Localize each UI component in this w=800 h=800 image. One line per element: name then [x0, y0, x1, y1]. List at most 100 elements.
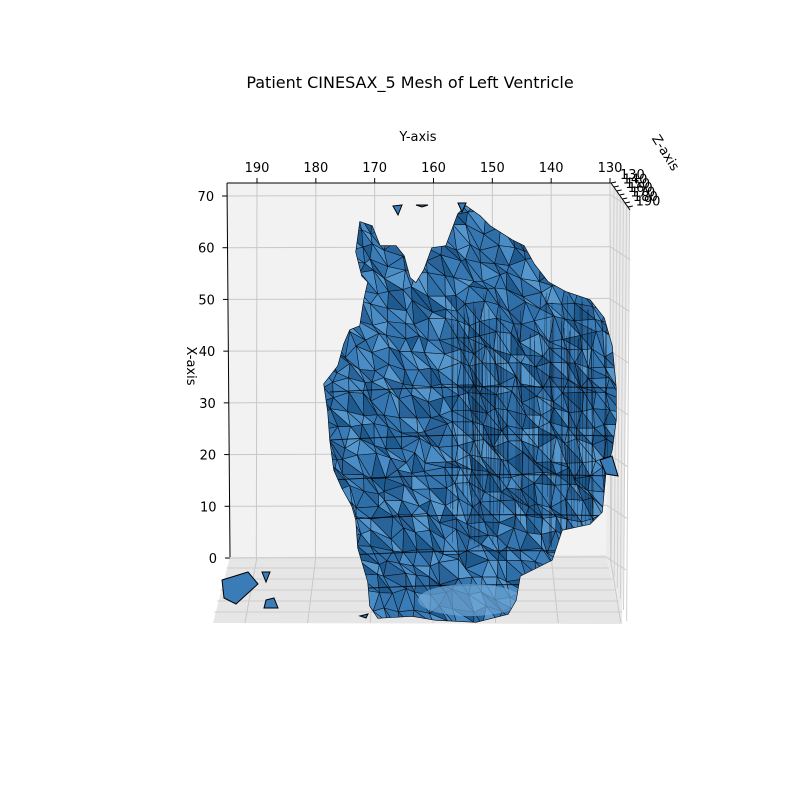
y-tick-label: 180 [303, 161, 328, 176]
mesh-edge [478, 324, 481, 538]
z-tick-label: 140 [623, 172, 648, 187]
y-tick-label: 150 [480, 161, 505, 176]
x-tick-label: 10 [200, 500, 217, 515]
tick-labels: 190 180 170 160 150 140 1300102030405060701301… [198, 161, 661, 567]
x-tick-label: 20 [200, 449, 217, 464]
mesh-edge [496, 332, 500, 513]
y-tick-label: 170 [362, 161, 387, 176]
mesh-edge [561, 327, 565, 476]
mesh-fragment [261, 571, 271, 584]
mesh-edge [586, 348, 590, 520]
mesh-edge [551, 312, 553, 548]
z-tick-mark [610, 181, 617, 184]
mesh-edge [471, 342, 475, 498]
mesh-fragment [392, 204, 403, 217]
side-grid-line [605, 556, 627, 571]
mesh-edge [565, 330, 571, 534]
mesh-edge [517, 328, 519, 509]
mesh-fragment [263, 597, 279, 609]
x-tick-label: 60 [198, 242, 215, 257]
mesh-edge [578, 293, 583, 494]
mesh-edge [518, 338, 521, 525]
side-depth-line [616, 196, 621, 589]
grid-line-x [227, 194, 611, 197]
mesh-contour [329, 386, 616, 393]
z-axis-label: Z-axis [648, 132, 682, 174]
z-tick-mark [619, 193, 625, 196]
mesh-edge [532, 341, 535, 471]
mesh-fragment [457, 202, 467, 214]
z-axis-line [610, 182, 631, 211]
mesh-edge [604, 320, 607, 482]
mesh-edge [541, 296, 546, 546]
side-depth-line [623, 205, 627, 611]
grid-line-y [255, 182, 258, 558]
y-tick-label: 160 [421, 161, 446, 176]
mesh-edge [492, 349, 496, 546]
z-tick-label: 130 [620, 168, 645, 183]
mesh-edge [520, 310, 524, 512]
x-tick-label: 0 [209, 552, 217, 567]
mesh-edge [573, 318, 575, 518]
mesh-contour [329, 514, 616, 521]
x-tick-label: 70 [198, 190, 215, 205]
mesh-fragment [415, 204, 429, 208]
z-tick-label: 170 [630, 186, 655, 201]
mesh-edge [462, 319, 465, 495]
z-tick-mark [613, 185, 619, 188]
z-tick-mark [624, 201, 631, 204]
mesh-edge [451, 316, 454, 510]
side-depth-line [626, 209, 631, 622]
mesh-edge [496, 317, 500, 481]
y-tick-label: 190 [245, 161, 270, 176]
z-tick-label: 190 [636, 194, 661, 209]
mesh-edge [485, 334, 491, 516]
z-tick-mark [622, 197, 628, 200]
mesh-edge [590, 341, 594, 532]
grid-line-x [227, 246, 611, 249]
y-axis-label: Y-axis [398, 130, 436, 145]
mesh-edge [576, 339, 580, 540]
z-tick-label: 160 [628, 181, 653, 196]
x-axis-line [226, 182, 231, 558]
mesh-edge [466, 316, 470, 530]
mesh-edge [528, 334, 531, 513]
z-tick-label: 150 [625, 177, 650, 192]
chart-title: Patient CINESAX_5 Mesh of Left Ventricle [246, 73, 573, 93]
mesh-contour [329, 474, 616, 481]
mesh-edge [590, 348, 594, 525]
y-tick-label: 140 [539, 161, 564, 176]
mesh-fragment [358, 613, 369, 619]
x-tick-label: 50 [198, 293, 215, 308]
mesh-edge [560, 306, 563, 537]
mesh-edge [481, 308, 483, 503]
x-tick-label: 40 [199, 345, 216, 360]
mesh-edge [575, 336, 579, 487]
x-axis-label: X-axis [183, 347, 198, 386]
mesh-edge [470, 301, 474, 542]
mesh-edge [483, 294, 488, 476]
mesh-edge [530, 333, 535, 514]
x-tick-label: 30 [199, 397, 216, 412]
mesh-contour [329, 434, 616, 441]
mesh-edge [546, 292, 548, 498]
z-tick-mark [627, 205, 633, 208]
mesh-edge [565, 335, 570, 473]
z-tick-label: 180 [633, 190, 658, 205]
y-tick-label: 130 [598, 161, 623, 176]
mesh-base-cap [418, 584, 522, 616]
z-tick-mark [616, 189, 622, 192]
mesh-fragment [221, 571, 259, 605]
side-grid-line [606, 504, 627, 519]
mesh-edge [464, 313, 467, 473]
mesh-edge [585, 309, 588, 539]
mesh-edge [505, 332, 510, 486]
mesh-edge [474, 324, 477, 489]
mesh-edge [451, 298, 453, 543]
side-depth-line [619, 200, 624, 600]
axis-lines [226, 182, 631, 558]
mesh-edge [515, 347, 517, 528]
mesh-edge [584, 309, 589, 494]
mesh-fragment [599, 455, 619, 477]
